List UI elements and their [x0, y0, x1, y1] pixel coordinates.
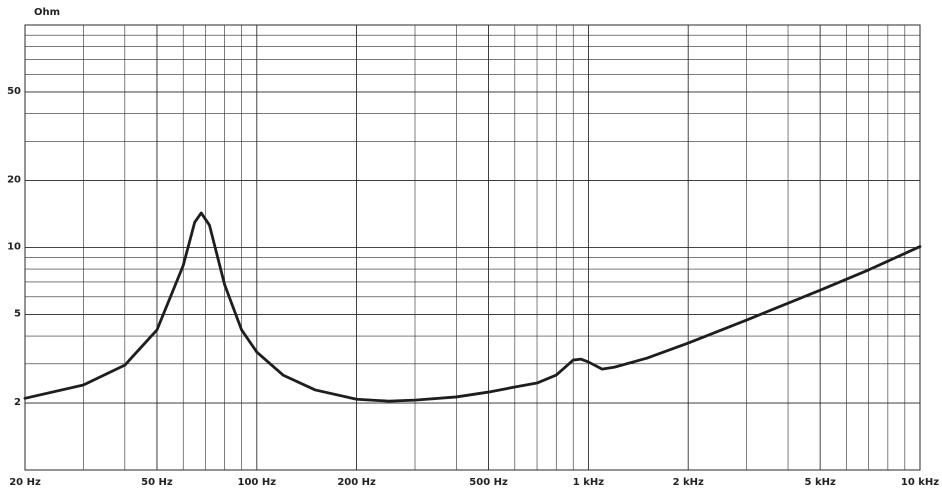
x-tick-label: 10 kHz — [901, 477, 939, 488]
y-tick-label: 10 — [7, 242, 21, 253]
x-tick-label: 2 kHz — [673, 477, 704, 488]
x-tick-label: 20 Hz — [9, 477, 41, 488]
x-tick-label: 200 Hz — [337, 477, 376, 488]
x-tick-label: 100 Hz — [238, 477, 277, 488]
y-tick-label: 50 — [7, 86, 21, 97]
y-axis-label: Ohm — [34, 7, 60, 18]
y-tick-label: 2 — [14, 397, 21, 408]
x-tick-label: 5 kHz — [805, 477, 836, 488]
x-tick-label: 500 Hz — [469, 477, 508, 488]
x-tick-label: 1 kHz — [573, 477, 604, 488]
x-tick-label: 50 Hz — [141, 477, 173, 488]
impedance-curve — [23, 211, 922, 403]
y-tick-label: 5 — [14, 308, 21, 319]
y-tick-label: 20 — [7, 175, 21, 186]
